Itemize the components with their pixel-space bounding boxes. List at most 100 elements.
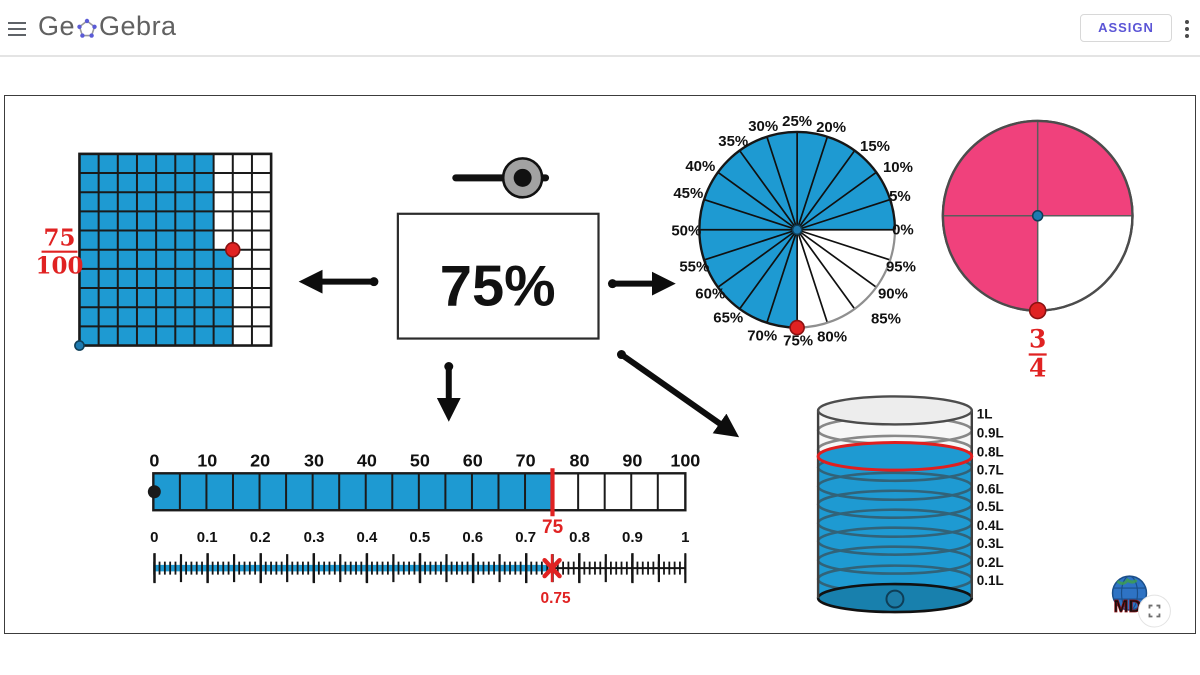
bar-line-tick-labels: 0 10 20 30 40 50 60 70 80 90 100 [149,450,700,470]
svg-text:25%: 25% [782,113,812,130]
arrow-diagonal [616,350,740,438]
watermark-text: MD [1114,596,1142,616]
cylinder-opening [816,395,974,426]
svg-text:0.6: 0.6 [462,529,483,546]
svg-text:90%: 90% [878,286,908,303]
svg-text:55%: 55% [679,259,709,276]
svg-text:70%: 70% [747,328,777,345]
svg-text:20: 20 [250,450,270,470]
svg-text:0%: 0% [892,222,914,239]
svg-text:5%: 5% [889,188,911,205]
svg-text:0.5L: 0.5L [977,499,1004,514]
cylinder-liquid-surface[interactable] [816,441,974,472]
assign-button[interactable]: ASSIGN [1080,14,1172,42]
logo-text-post: Gebra [99,11,177,41]
bar-marker-label: 75 [542,517,564,538]
svg-text:0.9: 0.9 [622,529,643,546]
svg-text:0.2L: 0.2L [977,555,1004,570]
svg-text:0: 0 [150,529,158,546]
svg-text:0.4: 0.4 [357,529,378,546]
grid-anchor-point[interactable] [74,340,85,351]
geogebra-applet: 75 100 75% 0% 5% 10% 15% 20% 25 [4,95,1196,634]
unit-marker-cross[interactable] [542,554,562,583]
fullscreen-button[interactable] [1137,594,1171,628]
svg-text:80: 80 [570,450,590,470]
fraction-numerator: 75 [44,225,76,252]
svg-text:0.6L: 0.6L [977,481,1004,496]
pie-center-point [791,224,803,236]
svg-text:65%: 65% [713,310,743,327]
arrows [298,269,740,438]
svg-text:50: 50 [410,450,430,470]
svg-text:0.1: 0.1 [197,529,218,546]
arrow-down [436,362,461,422]
hundred-grid [74,152,273,351]
unit-line-tick-labels: 0 0.1 0.2 0.3 0.4 0.5 0.6 0.7 0.8 0.9 1 [150,529,689,546]
svg-text:0.4L: 0.4L [977,518,1004,533]
applet-canvas: 75 100 75% 0% 5% 10% 15% 20% 25 [36,113,1171,628]
svg-text:0.1L: 0.1L [977,573,1004,588]
svg-text:40%: 40% [685,158,715,175]
svg-text:30: 30 [304,450,324,470]
svg-text:75%: 75% [783,333,813,350]
grid-drag-point[interactable] [224,241,241,258]
app-header: Ge Gebra ASSIGN [0,0,1200,57]
svg-text:10%: 10% [883,159,913,176]
svg-text:0: 0 [149,450,159,470]
geogebra-logo: Ge Gebra [38,11,177,42]
svg-text:0.8L: 0.8L [977,444,1004,459]
svg-text:80%: 80% [817,329,847,346]
fullscreen-icon [1148,604,1161,618]
svg-text:0.3: 0.3 [304,529,325,546]
menu-icon[interactable] [8,18,30,38]
pie-drag-point[interactable] [789,319,805,336]
percent-box: 75% [396,212,600,340]
svg-text:45%: 45% [673,185,703,202]
svg-text:15%: 15% [860,138,890,155]
svg-text:10: 10 [197,450,217,470]
fraction-denominator: 4 [1029,353,1046,382]
pie-labels: 0% 5% 10% 15% 20% 25% 30% 35% 40% 45% 50… [671,113,916,350]
percent-pie-chart: 0% 5% 10% 15% 20% 25% 30% 35% 40% 45% 50… [671,113,916,350]
svg-text:0.2: 0.2 [250,529,271,546]
bar-drag-point[interactable] [147,485,161,499]
svg-text:1: 1 [681,529,689,546]
overflow-menu-icon[interactable] [1180,17,1194,41]
arrow-right [607,271,676,296]
svg-text:0.8: 0.8 [569,529,590,546]
unit-marker-label: 0.75 [541,590,572,607]
fraction-3-4: 3 4 [1028,325,1047,382]
quarter-drag-point[interactable] [1028,301,1047,320]
svg-text:35%: 35% [718,133,748,150]
bar-number-line: 0 10 20 30 40 50 60 70 80 90 100 75 [147,450,700,538]
svg-text:1L: 1L [977,406,993,421]
quarter-center-point [1031,210,1044,222]
svg-text:30%: 30% [748,118,778,135]
quarter-circle: 3 4 [941,119,1134,382]
arrow-left [298,269,379,294]
slider-knob-dot [513,168,532,187]
svg-text:0.7L: 0.7L [977,462,1004,477]
unit-number-line: 0 0.1 0.2 0.3 0.4 0.5 0.6 0.7 0.8 0.9 1 … [150,529,689,607]
fraction-75-100: 75 100 [36,225,84,280]
pentagon-logo-icon [77,18,97,38]
bar-shaded-region [153,473,553,511]
svg-text:0.7: 0.7 [515,529,536,546]
svg-text:0.5: 0.5 [409,529,430,546]
svg-text:95%: 95% [886,259,916,276]
svg-text:50%: 50% [671,223,701,240]
cylinder-drag-point[interactable] [885,589,905,609]
svg-text:0.9L: 0.9L [977,425,1004,440]
liter-cylinder: 1L 0.9L 0.8L 0.7L 0.6L 0.5L 0.4L 0.3L 0.… [816,395,1004,614]
svg-text:60%: 60% [695,286,725,303]
svg-text:85%: 85% [871,311,901,328]
logo-text-pre: Ge [38,11,76,41]
svg-text:70: 70 [516,450,536,470]
percent-slider [452,157,550,199]
svg-text:60: 60 [463,450,483,470]
svg-text:0.3L: 0.3L [977,536,1004,551]
svg-text:20%: 20% [816,119,846,136]
fraction-denominator: 100 [36,253,84,280]
svg-text:90: 90 [622,450,642,470]
svg-text:100: 100 [670,450,700,470]
